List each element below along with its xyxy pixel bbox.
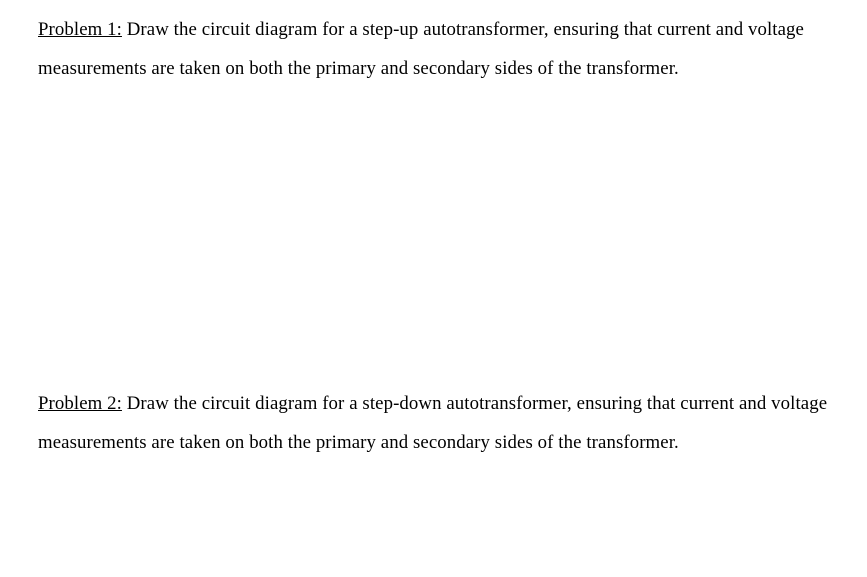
problem-1-paragraph: Problem 1: Draw the circuit diagram for … [38, 10, 829, 89]
answer-space-1 [38, 89, 829, 384]
problem-2-label: Problem 2: [38, 393, 122, 414]
problem-1-text: Draw the circuit diagram for a step-up a… [38, 19, 804, 79]
problem-2-text: Draw the circuit diagram for a step-down… [38, 393, 827, 453]
problem-1-label: Problem 1: [38, 19, 122, 40]
problem-2-paragraph: Problem 2: Draw the circuit diagram for … [38, 384, 829, 463]
document-page: Problem 1: Draw the circuit diagram for … [0, 0, 867, 577]
